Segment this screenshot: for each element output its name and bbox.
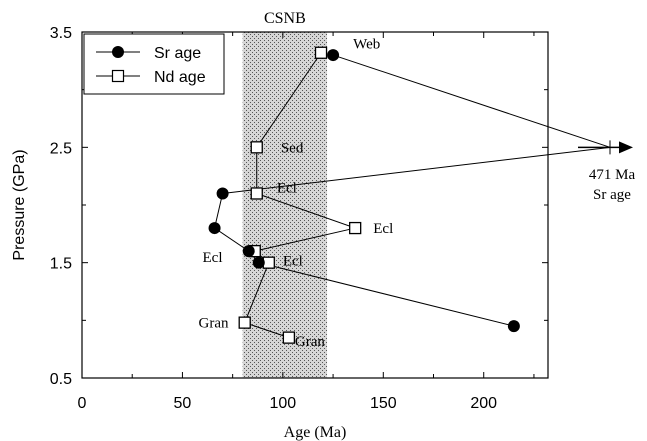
sr-connector-line bbox=[332, 54, 611, 148]
sr-data-point bbox=[507, 320, 520, 333]
point-annotation: Ecl bbox=[283, 253, 303, 269]
x-tick-label-3: 150 bbox=[370, 395, 397, 412]
legend-box bbox=[83, 33, 225, 95]
legend-label-nd: Nd age bbox=[154, 69, 206, 86]
sr-data-point bbox=[242, 245, 255, 258]
nd-data-point bbox=[314, 46, 328, 59]
x-tick-label-4: 200 bbox=[470, 395, 497, 412]
offscale-indicator: 471 Ma Sr age bbox=[578, 140, 635, 203]
x-tick-label-1: 50 bbox=[174, 395, 192, 412]
sr-data-point bbox=[208, 222, 221, 235]
point-annotation: Web bbox=[353, 37, 380, 53]
nd-data-point bbox=[262, 256, 275, 269]
x-tick-label-0: 0 bbox=[78, 395, 87, 412]
x-axis-label: Age (Ma) bbox=[284, 424, 347, 441]
legend-marker-sr bbox=[112, 46, 124, 58]
point-annotation: Gran bbox=[295, 334, 325, 350]
sr-data-point bbox=[216, 187, 229, 200]
nd-data-point bbox=[349, 221, 362, 235]
nd-data-point bbox=[250, 141, 263, 154]
legend-label-sr: Sr age bbox=[154, 45, 201, 62]
point-annotation: Gran bbox=[199, 316, 229, 332]
y-tick-label-1: 1.5 bbox=[50, 256, 72, 273]
sr-connector-line bbox=[222, 146, 611, 194]
y-tick-label-3: 3.5 bbox=[50, 25, 72, 42]
y-tick-label-2: 2.5 bbox=[50, 140, 72, 157]
nd-data-point bbox=[238, 316, 251, 329]
nd-series-line bbox=[244, 52, 357, 339]
nd-data-point bbox=[282, 331, 296, 344]
point-annotation: Ecl bbox=[277, 181, 297, 197]
sr-data-point bbox=[327, 49, 340, 62]
point-annotation: Ecl bbox=[373, 221, 393, 237]
offscale-series-label: Sr age bbox=[593, 187, 631, 203]
point-annotation: Sed bbox=[281, 140, 304, 156]
offscale-arrow-head bbox=[619, 141, 633, 154]
offscale-value-label: 471 Ma bbox=[589, 167, 636, 183]
legend-marker-nd bbox=[111, 69, 125, 83]
nd-data-point bbox=[250, 187, 263, 200]
y-tick-label-0: 0.5 bbox=[50, 371, 72, 388]
csnb-shaded-band bbox=[242, 32, 328, 378]
legend: Sr age Nd age bbox=[83, 33, 225, 95]
sr-data-point bbox=[252, 256, 265, 269]
y-axis-label: Pressure (GPa) bbox=[11, 149, 28, 260]
point-annotation: Ecl bbox=[203, 250, 223, 266]
csnb-band-label: CSNB bbox=[264, 10, 306, 27]
x-tick-label-2: 100 bbox=[270, 395, 297, 412]
